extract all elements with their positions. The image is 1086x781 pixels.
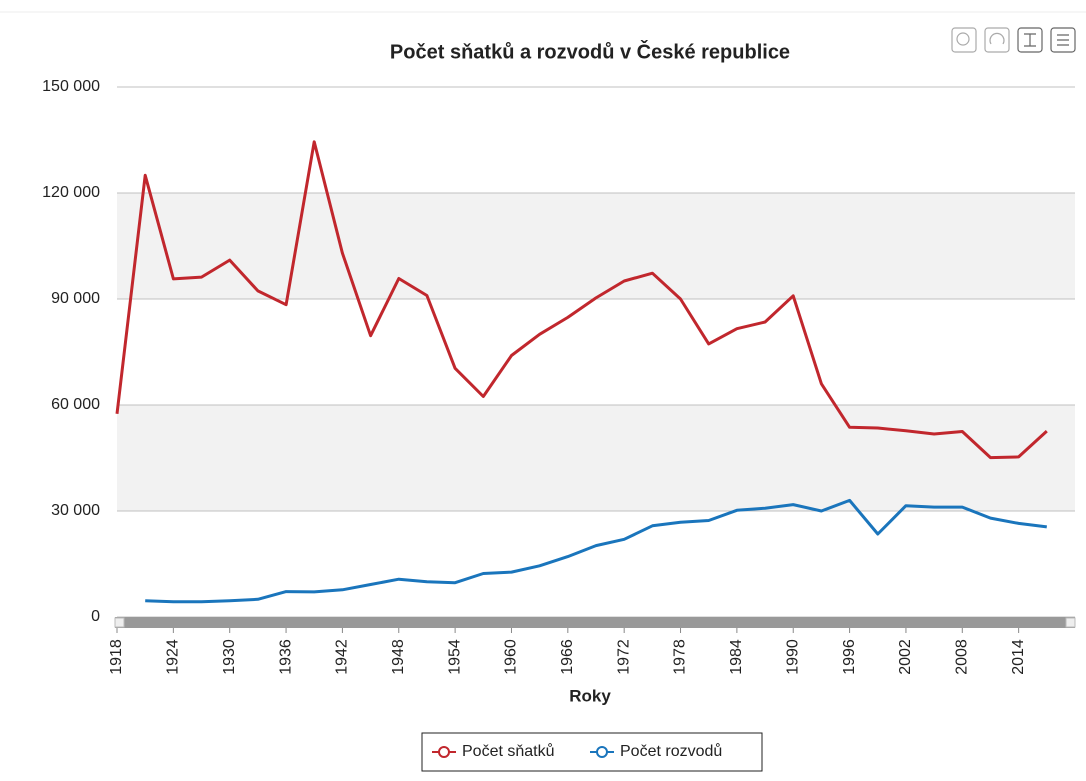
plot-band — [117, 405, 1075, 511]
zoom-out-button[interactable] — [951, 27, 977, 53]
print-icon — [1024, 33, 1036, 47]
x-tick-label: 1972 — [615, 639, 632, 675]
legend-marker — [438, 746, 450, 758]
x-tick-label: 1990 — [784, 639, 801, 675]
x-tick-label: 1930 — [221, 639, 238, 675]
zoom-icon — [956, 32, 970, 46]
x-tick-label: 2002 — [897, 639, 914, 675]
plot-band — [117, 193, 1075, 299]
legend-label[interactable]: Počet rozvodů — [620, 742, 722, 760]
x-tick-label: 1996 — [841, 639, 858, 675]
y-tick-label: 150 000 — [42, 78, 100, 95]
menu-button[interactable] — [1050, 27, 1076, 53]
scrollbar-button — [114, 617, 125, 628]
menu-icon — [1057, 34, 1069, 46]
reset-button[interactable] — [984, 27, 1010, 53]
legend-marker — [596, 746, 608, 758]
chart-title: Počet sňatků a rozvodů v České republice — [390, 39, 790, 63]
y-tick-label: 120 000 — [42, 184, 100, 201]
x-tick-label: 1966 — [559, 639, 576, 675]
legend-label[interactable]: Počet sňatků — [462, 742, 555, 760]
y-tick-label: 60 000 — [51, 396, 100, 413]
y-tick-label: 30 000 — [51, 502, 100, 519]
x-tick-label: 1936 — [277, 639, 294, 675]
x-tick-label: 1918 — [108, 639, 125, 675]
x-tick-label: 2008 — [954, 639, 971, 675]
series-line — [115, 140, 1048, 460]
y-tick-label: 0 — [91, 608, 100, 625]
x-axis-title: Roky — [569, 686, 611, 705]
x-tick-label: 1954 — [446, 639, 463, 675]
scrollbar — [115, 617, 1075, 628]
print-button[interactable] — [1017, 27, 1043, 53]
scrollbar-button — [1065, 617, 1076, 628]
y-tick-label: 90 000 — [51, 290, 100, 307]
x-tick-label: 2014 — [1010, 639, 1027, 675]
x-tick-label: 1960 — [503, 639, 520, 675]
x-tick-label: 1984 — [728, 639, 745, 675]
x-tick-label: 1942 — [334, 639, 351, 675]
series-line — [145, 498, 1047, 604]
x-tick-label: 1924 — [165, 639, 182, 675]
toolbar — [951, 27, 1076, 53]
reset-icon — [989, 32, 1005, 45]
x-tick-label: 1978 — [672, 639, 689, 675]
x-tick-label: 1948 — [390, 639, 407, 675]
